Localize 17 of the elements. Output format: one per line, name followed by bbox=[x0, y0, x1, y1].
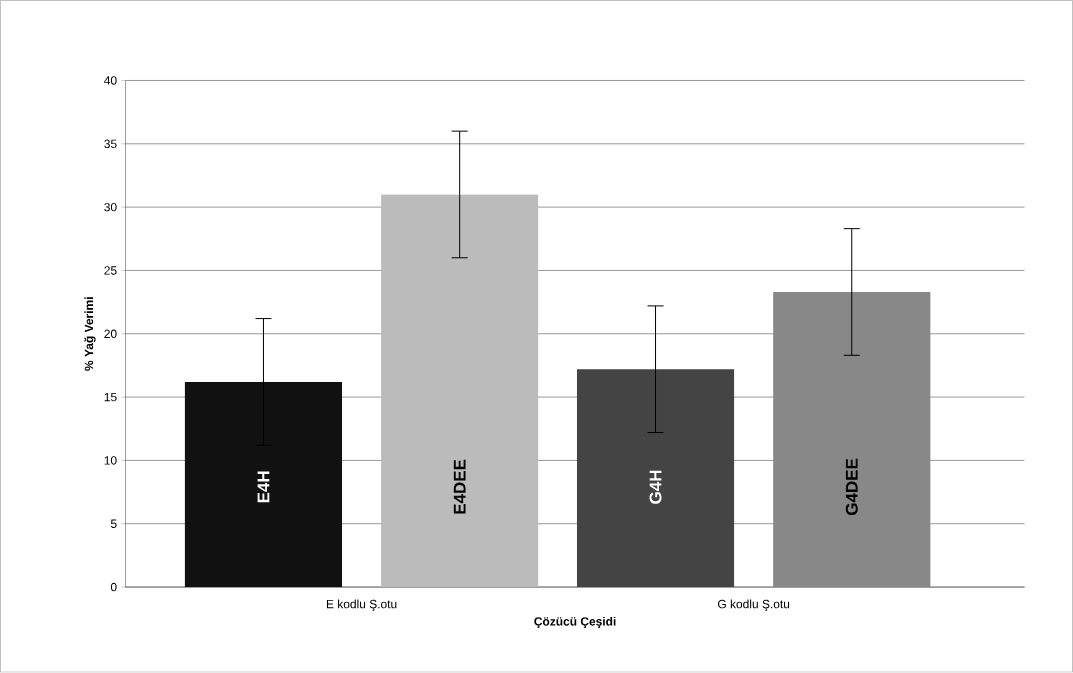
y-tick-label: 35 bbox=[104, 139, 117, 149]
y-tick-label: 10 bbox=[104, 456, 117, 465]
data-label: G4DEE bbox=[845, 459, 858, 516]
data-label: E4DEE bbox=[453, 460, 466, 514]
y-axis-title: % Yağ Verimi bbox=[84, 297, 96, 371]
y-tick-label: 30 bbox=[104, 203, 117, 212]
y-tick-label: 20 bbox=[104, 329, 117, 339]
y-tick-label: 0 bbox=[110, 583, 117, 592]
x-tick-label: G kodlu Ş.otu bbox=[717, 599, 790, 611]
x-tick-label: E kodlu Ş.otu bbox=[326, 599, 397, 611]
y-tick-label: 5 bbox=[110, 519, 117, 529]
y-tick-label: 15 bbox=[104, 393, 117, 402]
y-tick-label: 40 bbox=[104, 76, 117, 85]
data-label: G4H bbox=[649, 470, 662, 504]
x-axis-title: Çözücü Çeşidi bbox=[534, 617, 616, 629]
y-tick-label: 25 bbox=[104, 266, 117, 275]
data-label: E4H bbox=[257, 471, 270, 503]
